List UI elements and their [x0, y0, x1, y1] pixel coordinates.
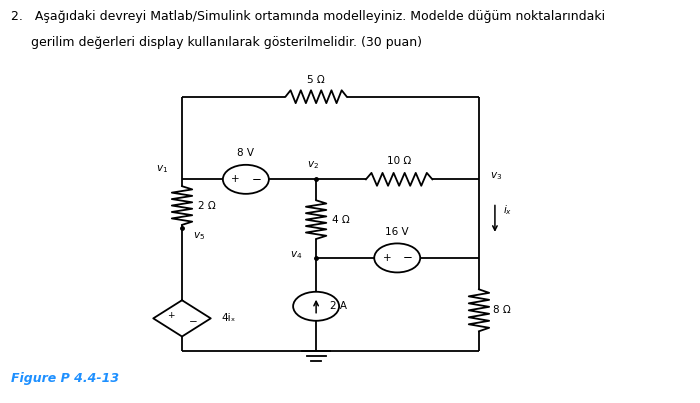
Text: $v_2$: $v_2$	[307, 160, 319, 171]
Text: 2 A: 2 A	[330, 301, 347, 311]
Text: $i_x$: $i_x$	[503, 203, 512, 217]
Text: Figure P 4.4-13: Figure P 4.4-13	[11, 372, 120, 385]
Text: $v_4$: $v_4$	[290, 249, 302, 261]
Text: 5 Ω: 5 Ω	[307, 75, 325, 85]
Text: 2 Ω: 2 Ω	[198, 201, 216, 210]
Text: +: +	[231, 174, 240, 184]
Text: $v_1$: $v_1$	[156, 164, 168, 175]
Text: −: −	[188, 317, 197, 327]
Text: −: −	[251, 173, 261, 186]
Text: 2.   Aşağıdaki devreyi Matlab/Simulink ortamında modelleyiniz. Modelde düğüm nok: 2. Aşağıdaki devreyi Matlab/Simulink ort…	[11, 10, 606, 23]
Text: +: +	[167, 311, 175, 320]
Text: 4iₓ: 4iₓ	[222, 314, 236, 323]
Text: $v_5$: $v_5$	[193, 230, 206, 241]
Text: 8 Ω: 8 Ω	[493, 305, 511, 315]
Text: 10 Ω: 10 Ω	[387, 156, 412, 166]
Text: +: +	[383, 253, 391, 263]
Text: 4 Ω: 4 Ω	[332, 215, 350, 224]
Text: 8 V: 8 V	[237, 148, 254, 158]
Text: 16 V: 16 V	[386, 227, 409, 237]
Text: $v_3$: $v_3$	[491, 170, 503, 182]
Text: gerilim değerleri display kullanılarak gösterilmelidir. (30 puan): gerilim değerleri display kullanılarak g…	[11, 36, 423, 49]
Text: −: −	[402, 251, 412, 264]
